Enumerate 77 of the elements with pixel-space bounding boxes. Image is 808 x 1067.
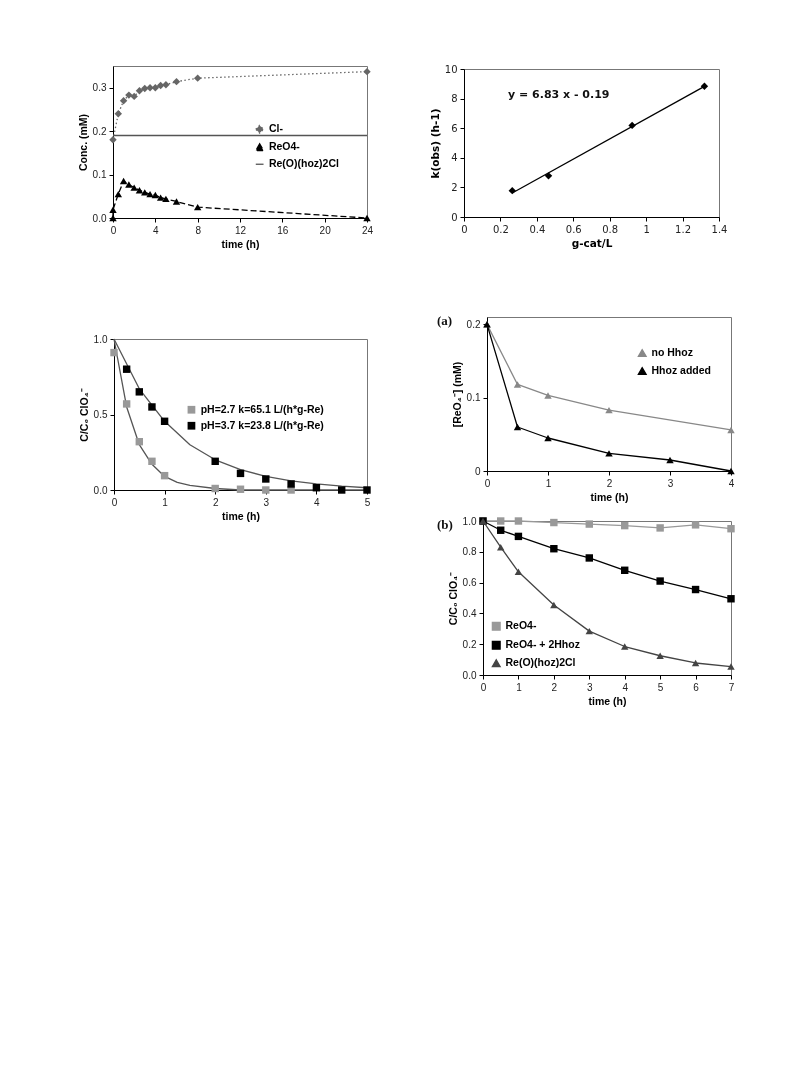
legend-label: Re(O)(hoz)2Cl — [505, 656, 576, 669]
y-tick-label: 0.0 — [92, 212, 107, 224]
annotation: y = 6.83 x - 0.19 — [508, 88, 610, 101]
y-tick-label: 4 — [451, 152, 458, 164]
y-tick-label: 0.3 — [92, 82, 107, 94]
y-axis-title: C/C₀ ClO₄⁻ — [446, 571, 459, 626]
y-tick-label: 0 — [451, 211, 458, 223]
y-tick-label: 0.2 — [466, 318, 481, 330]
x-tick-label: 24 — [361, 224, 374, 236]
legend-label: no Hhoz — [651, 346, 693, 359]
y-axis-title: [ReO₄⁻] (mM) — [450, 361, 463, 428]
x-tick-label: 4 — [728, 477, 735, 489]
y-tick-label: 0.1 — [92, 169, 107, 181]
x-tick-label: 4 — [622, 681, 629, 693]
y-tick-label: 0.1 — [466, 392, 481, 404]
x-tick-label: 3 — [587, 681, 593, 693]
y-tick-label: 0 — [474, 465, 481, 477]
x-tick-label: 2 — [212, 496, 219, 508]
x-tick-label: 4 — [314, 496, 321, 508]
x-tick-label: 0 — [484, 477, 491, 489]
x-tick-label: 5 — [364, 496, 371, 508]
x-tick-label: 7 — [728, 681, 735, 693]
x-tick-label: 0 — [110, 224, 117, 236]
legend-label: Hhoz added — [651, 364, 711, 377]
y-axis-title: k(obs) (h-1) — [428, 108, 441, 179]
x-tick-label: 3 — [263, 496, 270, 508]
x-tick-label: 0.2 — [492, 223, 509, 235]
x-tick-label: 0.6 — [565, 223, 582, 235]
y-tick-label: 8 — [451, 93, 458, 105]
y-tick-label: 0.2 — [462, 638, 477, 650]
x-axis-title: time (h) — [222, 509, 260, 522]
y-tick-label: 0.4 — [462, 607, 477, 619]
y-tick-label: 0.2 — [92, 125, 107, 137]
x-tick-label: 20 — [319, 224, 332, 236]
y-tick-label: 0.5 — [93, 409, 108, 420]
text: (a) — [437, 313, 453, 328]
x-tick-label: 0 — [111, 496, 118, 508]
x-tick-label: 16 — [277, 224, 289, 236]
y-axis-title: C/C₀ ClO₄⁻ — [77, 388, 90, 442]
x-tick-label: 2 — [606, 477, 613, 489]
y-axis-title: Conc. (mM) — [76, 113, 89, 172]
legend-label: ReO4- + 2Hhoz — [505, 638, 580, 651]
x-tick-label: 6 — [693, 681, 700, 693]
x-tick-label: 1 — [545, 477, 552, 489]
x-tick-label: 1 — [516, 681, 523, 693]
y-tick-label: 10 — [444, 63, 458, 75]
x-tick-label: 5 — [657, 681, 664, 693]
x-tick-label: 1 — [162, 496, 169, 508]
x-tick-label: 1 — [643, 223, 650, 235]
y-tick-label: 0.0 — [462, 669, 477, 681]
x-tick-label: 0.8 — [602, 223, 619, 235]
x-tick-label: 1.2 — [675, 223, 692, 235]
x-tick-label: 2 — [551, 681, 558, 693]
text: (b) — [437, 517, 453, 532]
y-tick-label: 1.0 — [93, 333, 108, 345]
x-tick-label: 8 — [195, 224, 202, 236]
y-tick-label: 6 — [451, 122, 458, 134]
y-tick-label: 2 — [451, 181, 458, 193]
legend-label: Cl- — [268, 122, 284, 135]
legend-label: ReO4- — [268, 140, 301, 153]
x-tick-label: 12 — [234, 224, 247, 236]
x-tick-label: 4 — [153, 224, 160, 236]
legend-label: Re(O)(hoz)2Cl — [268, 157, 339, 170]
y-tick-label: 0.8 — [462, 546, 477, 558]
legend-label: pH=2.7 k=65.1 L/(h*g-Re) — [200, 402, 324, 415]
legend-label: pH=3.7 k=23.8 L/(h*g-Re) — [200, 418, 324, 431]
x-axis-title: g-cat/L — [571, 236, 613, 249]
y-tick-label: 1.0 — [462, 515, 477, 527]
y-tick-label: 0.6 — [462, 577, 477, 589]
x-axis-title: time (h) — [221, 237, 260, 250]
legend-label: ReO4- — [505, 619, 537, 632]
x-tick-label: 1.4 — [711, 223, 728, 235]
x-tick-label: 0.4 — [529, 223, 546, 235]
x-axis-title: time (h) — [588, 694, 627, 707]
y-tick-label: 0.0 — [93, 484, 108, 496]
x-axis-title: time (h) — [590, 490, 629, 503]
x-tick-label: 3 — [667, 477, 674, 489]
